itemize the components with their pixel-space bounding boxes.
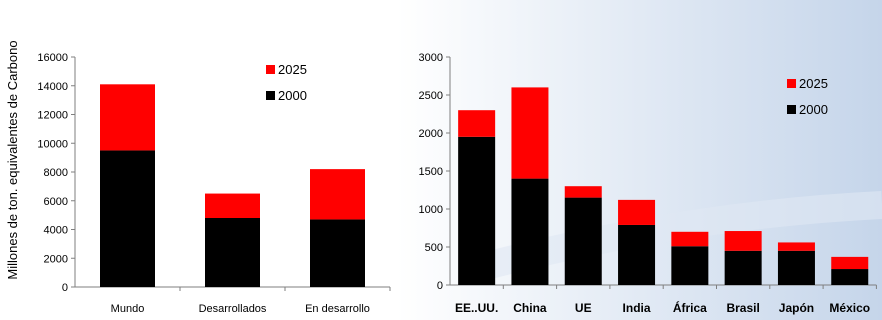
- chart2-x-tick-label: Brasil: [726, 301, 759, 315]
- chart2-x-tick-label: África: [673, 300, 707, 315]
- chart2-legend-swatch-2025: [787, 79, 796, 88]
- chart1-y-tick-label: 12000: [37, 110, 68, 122]
- chart2-bar-china-2025: [511, 87, 549, 179]
- chart1-y-tick-label: 16000: [37, 52, 68, 64]
- chart1-legend-swatch-2000: [266, 91, 275, 100]
- chart2-x-tick-label: India: [623, 301, 651, 315]
- chart2-bar-ue-2025: [564, 186, 602, 198]
- chart2-x-tick-label: EE..UU.: [455, 301, 498, 315]
- chart2-x-tick-label: China: [513, 301, 547, 315]
- chart2-bar-méxico-2025: [831, 256, 869, 270]
- chart2-y-tick-label: 2500: [419, 90, 443, 102]
- chart1-y-tick-label: 6000: [44, 196, 68, 208]
- chart2-y-tick-label: 1000: [419, 204, 443, 216]
- chart2-y-tick-label: 2000: [419, 128, 443, 140]
- chart2-bar-méxico-2000: [831, 269, 869, 285]
- chart2-y-tick-label: 3000: [419, 52, 443, 64]
- chart2-x-tick-label: UE: [575, 301, 592, 315]
- chart1-y-tick-label: 2000: [44, 253, 68, 265]
- chart1-bar-en-desarrollo-2025: [310, 169, 365, 220]
- chart2-bar-ue-2000: [564, 197, 602, 285]
- chart2-y-tick-label: 500: [425, 242, 443, 254]
- chart2-legend-label-2025: 2025: [799, 76, 828, 91]
- chart1-legend-swatch-2025: [266, 65, 275, 74]
- chart1-y-tick-label: 14000: [37, 81, 68, 93]
- chart2-bar-brasil-2025: [724, 231, 762, 251]
- chart1-bar-en-desarrollo-2000: [310, 219, 365, 287]
- chart1-y-tick-label: 4000: [44, 225, 68, 237]
- chart1-x-tick-label: Desarrollados: [199, 303, 267, 315]
- chart2-bar-india-2025: [618, 199, 656, 225]
- chart2-legend-swatch-2000: [787, 105, 796, 114]
- chart1-y-tick-label: 0: [62, 282, 68, 294]
- chart2-bar-áfrica-2000: [671, 246, 709, 285]
- chart2-x-tick-label: México: [829, 301, 870, 315]
- chart2-bar-china-2000: [511, 178, 549, 285]
- chart1-y-tick-label: 10000: [37, 138, 68, 150]
- chart1-bar-desarrollados-2000: [205, 218, 260, 287]
- y-axis-title-container: Millones de ton. equivalentes de Carbono: [5, 40, 20, 279]
- chart1-y-tick-label: 8000: [44, 167, 68, 179]
- chart2-y-tick-label: 1500: [419, 166, 443, 178]
- chart2-legend-label-2000: 2000: [799, 102, 828, 117]
- chart2-y-tick-label: 0: [437, 280, 443, 292]
- chart2-bar-japón-2000: [777, 250, 815, 285]
- chart2-bar-brasil-2000: [724, 250, 762, 285]
- chart1-legend-label-2025: 2025: [278, 62, 307, 77]
- chart1-bar-mundo-2025: [100, 84, 155, 151]
- chart1-bar-desarrollados-2025: [205, 193, 260, 218]
- chart1-x-tick-label: En desarrollo: [305, 303, 370, 315]
- chart1-bar-mundo-2000: [100, 150, 155, 287]
- chart2-bar-india-2000: [618, 224, 656, 285]
- chart2-bar-ee-uu--2000: [458, 136, 496, 285]
- y-axis-title: Millones de ton. equivalentes de Carbono: [5, 40, 20, 279]
- chart2-x-tick-label: Japón: [779, 301, 814, 315]
- chart2-bar-áfrica-2025: [671, 231, 709, 247]
- chart2-bar-ee-uu--2025: [458, 110, 496, 137]
- chart2-bar-japón-2025: [777, 242, 815, 251]
- chart1-x-tick-label: Mundo: [111, 303, 145, 315]
- chart1-legend-label-2000: 2000: [278, 88, 307, 103]
